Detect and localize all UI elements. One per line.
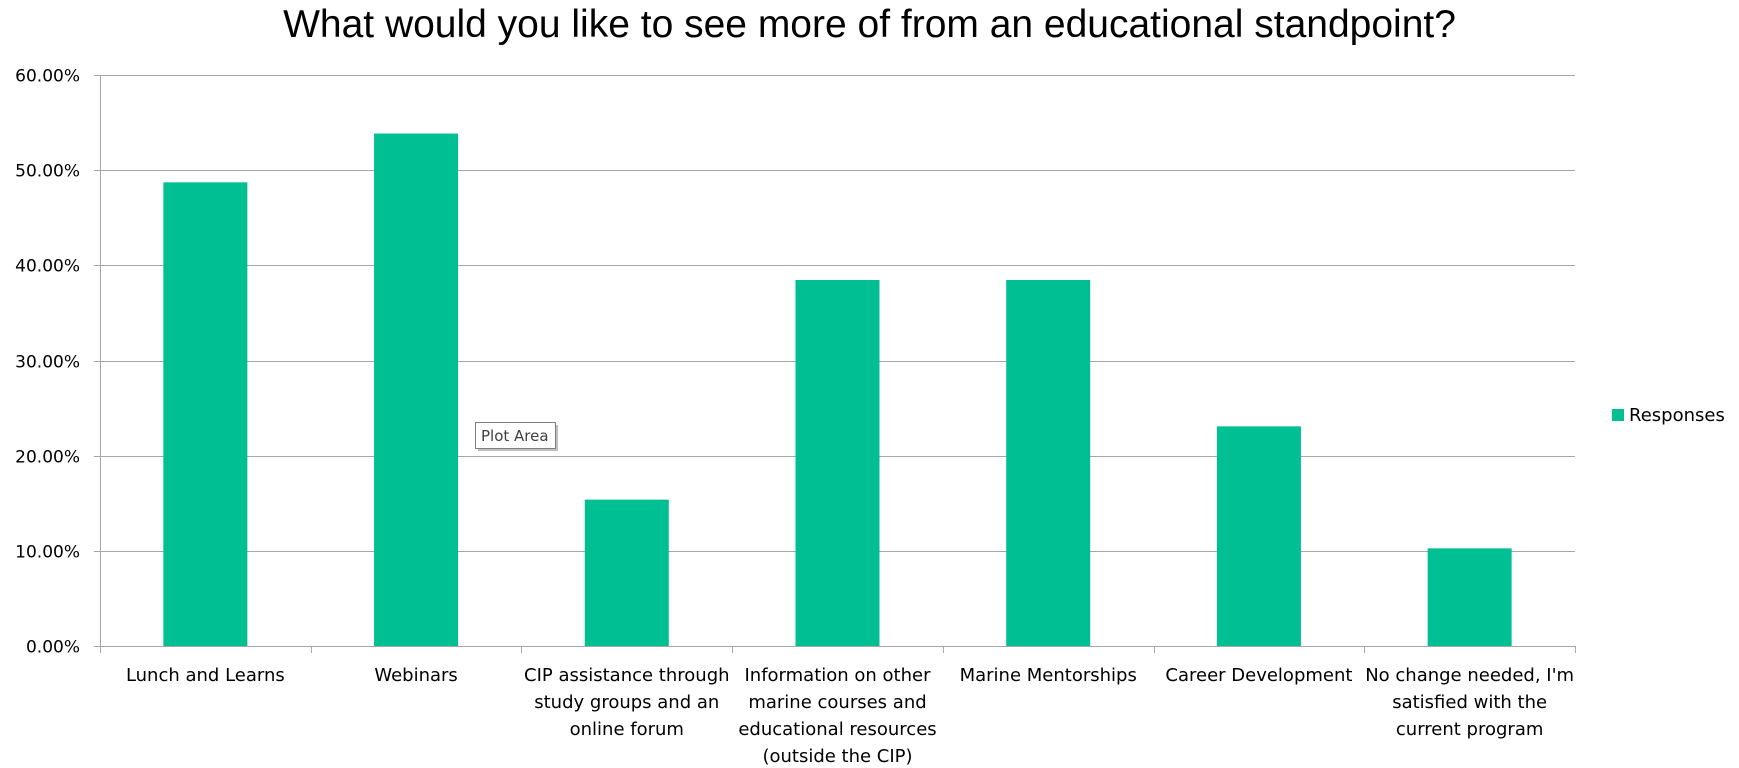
bar[interactable] (1006, 279, 1091, 646)
x-tick-label-line: online forum (570, 719, 684, 740)
bar[interactable] (795, 279, 880, 646)
y-tick-label: 0.00% (26, 638, 80, 658)
bar[interactable] (163, 182, 248, 646)
y-tick-label: 30.00% (15, 353, 80, 373)
x-tick-label-line: No change needed, I'm (1365, 665, 1574, 686)
x-tick-label-line: marine courses and (748, 692, 926, 713)
y-tick-label: 20.00% (15, 448, 80, 468)
bars[interactable] (163, 133, 1512, 647)
x-tick-label: Lunch and Learns (126, 665, 285, 686)
x-tick-label-line: Marine Mentorships (960, 665, 1137, 686)
x-tick-label: Career Development (1165, 665, 1352, 686)
y-tick-label: 50.00% (15, 162, 80, 182)
bar[interactable] (374, 133, 459, 647)
x-tick-label-line: Career Development (1165, 665, 1352, 686)
y-tick-label: 40.00% (15, 257, 80, 277)
x-tick-label-line: Information on other (744, 665, 931, 686)
chart-title: What would you like to see more of from … (283, 3, 1456, 46)
legend[interactable]: Responses (1612, 405, 1725, 426)
x-tick-label-line: study groups and an (534, 692, 719, 713)
tooltip-label: Plot Area (481, 427, 549, 445)
x-tick-label: Information on other marine courses and ed… (738, 665, 936, 767)
y-tick-label: 10.00% (15, 543, 80, 563)
y-axis-ticks: 0.00% 10.00% 20.00% 30.00% 40.00% 50.00% 60.00… (15, 67, 80, 658)
x-axis-labels: Lunch and Learns Webinars CIP assistance t… (126, 665, 1574, 767)
bar[interactable] (584, 499, 669, 646)
x-tick-label-line: satisfied with the (1392, 692, 1547, 713)
x-tick-label: CIP assistance through study groups and a… (524, 665, 730, 740)
plot-area-tooltip: Plot Area (475, 422, 558, 451)
y-tick-label: 60.00% (15, 67, 80, 87)
x-tick-label-line: (outside the CIP) (762, 746, 912, 767)
x-tick-label-line: Webinars (374, 665, 457, 686)
x-tick-label-line: current program (1396, 719, 1544, 740)
x-tick-label: No change needed, I'm satisfied with the c… (1365, 665, 1574, 740)
x-tick-label-line: Lunch and Learns (126, 665, 285, 686)
x-axis (100, 75, 1576, 653)
bar[interactable] (1216, 426, 1301, 646)
tooltip-box (475, 422, 556, 449)
x-tick-label-line: educational resources (738, 719, 936, 740)
bar[interactable] (1427, 548, 1512, 646)
x-tick-label: Marine Mentorships (960, 665, 1137, 686)
legend-swatch-responses (1612, 409, 1624, 421)
x-tick-label: Webinars (374, 665, 457, 686)
legend-label-responses: Responses (1629, 405, 1725, 426)
x-tick-label-line: CIP assistance through (524, 665, 730, 686)
